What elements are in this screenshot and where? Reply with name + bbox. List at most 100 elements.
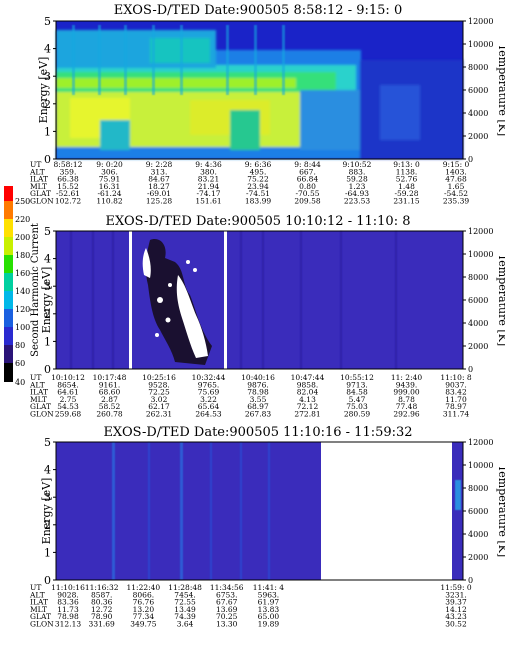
- panel-3-row-value: 5963.: [258, 590, 279, 599]
- panel-3-row-value: 13.83: [258, 605, 280, 614]
- colorbar-tick-label: 40: [15, 378, 25, 387]
- panel-1-ylabel: Energy [eV]: [37, 57, 50, 124]
- panel-1-y2tick-label: 2000: [468, 132, 488, 141]
- panel-1-row-value: 209.58: [294, 197, 320, 206]
- panel-2-row-value: 10:32:44: [192, 373, 226, 382]
- panel-2-y2tick-label: 8000: [468, 273, 488, 282]
- panel-2-row-label: UT: [30, 373, 41, 382]
- panel-2-row-value: 75.03: [346, 402, 368, 411]
- panel-2-row-value: 68.60: [99, 388, 121, 397]
- panel-3-row-value: 78.90: [91, 612, 113, 621]
- panel-1-row-label: GLON: [30, 197, 54, 206]
- panel-2-row-value: 10:25:16: [142, 373, 176, 382]
- panel-2-row-value: 8.78: [398, 395, 415, 404]
- panel-2-y2tick-label: 2000: [468, 342, 488, 351]
- panel-2-row-value: 264.53: [195, 410, 221, 419]
- panel-3-row-value: 331.69: [89, 620, 115, 629]
- panel-3-y2tick-label: 4000: [468, 530, 488, 539]
- panel-1-row-value: 66.38: [57, 175, 79, 184]
- panel-2-row-value: 83.42: [445, 388, 467, 397]
- panel-1-row-value: 52.76: [396, 175, 418, 184]
- panel-1-row-value: -52.61: [56, 189, 80, 198]
- panel-2-row-value: 58.52: [99, 402, 121, 411]
- panel-2-row-value: 11:10: 8: [440, 373, 472, 382]
- panel-3-row-value: 72.55: [174, 598, 196, 607]
- colorbar-gradient: [4, 186, 13, 382]
- panel-3-row-value: 14.12: [445, 605, 467, 614]
- panel-1-ytick-label: 4: [44, 43, 51, 56]
- panel-1-row-value: -74.51: [246, 189, 270, 198]
- panel-3-ytick-label: 0: [44, 574, 51, 587]
- panel-3-row-value: 77.34: [133, 612, 155, 621]
- panel-3-row-value: 61.97: [258, 598, 280, 607]
- panel-1-y2tick-label: 4000: [468, 109, 488, 118]
- panel-2-row-value: 54.53: [57, 402, 79, 411]
- panel-1-row-value: -54.52: [444, 189, 468, 198]
- panel-1-row-value: 59.28: [346, 175, 368, 184]
- panel-3-row-value: 349.75: [130, 620, 156, 629]
- panel-1-row-label: UT: [30, 160, 41, 169]
- panel-1-ytick-label: 5: [44, 15, 51, 28]
- panel-2-y2label: Temperature [K]: [496, 254, 505, 346]
- panel-1-row-value: 21.94: [198, 182, 220, 191]
- panel-3-row-value: 67.67: [216, 598, 238, 607]
- panel-3-row-value: 80.36: [91, 598, 113, 607]
- colorbar-tick-label: 250: [15, 197, 30, 206]
- panel-1-row-value: 9:13: 0: [393, 160, 420, 169]
- panel-3-row-value: 13.30: [216, 620, 238, 629]
- panel-2-saturation-region: [142, 239, 212, 365]
- panel-2-y2tick-label: 6000: [468, 296, 488, 305]
- panel-3-y2tick-label: 12000: [468, 438, 493, 447]
- panel-1-row-value: 9: 2:28: [146, 160, 173, 169]
- panel-1-row-label: GLAT: [30, 189, 51, 198]
- colorbar-tick-label: 100: [15, 323, 30, 332]
- panel-3-row-value: 11:41: 4: [253, 583, 285, 592]
- panel-2-row-value: 75.69: [198, 388, 220, 397]
- panel-1-row-label: MLT: [30, 182, 47, 191]
- panel-1-row-value: -64.93: [345, 189, 369, 198]
- colorbar-tick-label: 200: [15, 233, 30, 242]
- panel-1-row-value: 84.67: [148, 175, 170, 184]
- panel-1-row-value: 18.27: [148, 182, 170, 191]
- panel-1-row-value: -74.17: [196, 189, 220, 198]
- panel-2-row-value: 9161.: [99, 380, 120, 389]
- panel-1-row-value: 9: 6:36: [245, 160, 272, 169]
- panel-3-row-value: 11:59: 0: [440, 583, 472, 592]
- panel-2-row-value: 999.00: [393, 388, 419, 397]
- panel-2-row-value: 78.98: [247, 388, 269, 397]
- panel-3-ytick-label: 2: [44, 519, 51, 532]
- panel-2-row-value: 10:10:12: [51, 373, 85, 382]
- panel-1-row-value: 9:15: 0: [443, 160, 470, 169]
- panel-2: EXOS-D/TED Date:900505 10:10:12 - 11:10:…: [29, 214, 505, 419]
- panel-3-row-value: 3.64: [177, 620, 194, 629]
- panel-2-ylabel: Energy [eV]: [40, 267, 53, 334]
- panel-1-row-value: 75.22: [247, 175, 269, 184]
- panel-1-heatmap: [56, 21, 463, 159]
- panel-1-row-value: 313.: [151, 167, 168, 176]
- panel-3-row-label: ALT: [29, 590, 45, 599]
- panel-1-row-value: 1.23: [349, 182, 366, 191]
- panel-3-y2tick-label: 0: [468, 576, 473, 585]
- panel-1-row-value: 1.65: [448, 182, 465, 191]
- panel-3-row-value: 70.25: [216, 612, 238, 621]
- panel-2-row-label: ALT: [29, 380, 45, 389]
- panel-2-row-label: MLT: [30, 395, 47, 404]
- panel-3-row-value: 11:10:16: [51, 583, 85, 592]
- panel-1-row-value: 9: 8:44: [294, 160, 321, 169]
- panel-1-row-value: 47.68: [445, 175, 467, 184]
- panel-1-row-value: -61.24: [97, 189, 121, 198]
- panel-3-y2tick-label: 6000: [468, 507, 488, 516]
- panel-1-ytick-label: 1: [44, 125, 51, 138]
- panel-3-row-value: 30.52: [445, 620, 467, 629]
- panel-2-row-label: GLON: [30, 410, 54, 419]
- panel-3-row-value: 19.89: [258, 620, 280, 629]
- panel-3-ytick-label: 5: [44, 436, 51, 449]
- panel-1-row-value: -69.01: [147, 189, 171, 198]
- panel-2-ytick-label: 0: [44, 363, 51, 376]
- panel-1-row-value: 0.80: [299, 182, 316, 191]
- panel-3-row-value: 39.37: [445, 598, 467, 607]
- panel-1-row-value: 667.: [299, 167, 316, 176]
- panel-1-ytick-label: 2: [44, 98, 51, 111]
- panel-1-row-value: -59.28: [394, 189, 418, 198]
- panel-2-row-value: 272.81: [294, 410, 320, 419]
